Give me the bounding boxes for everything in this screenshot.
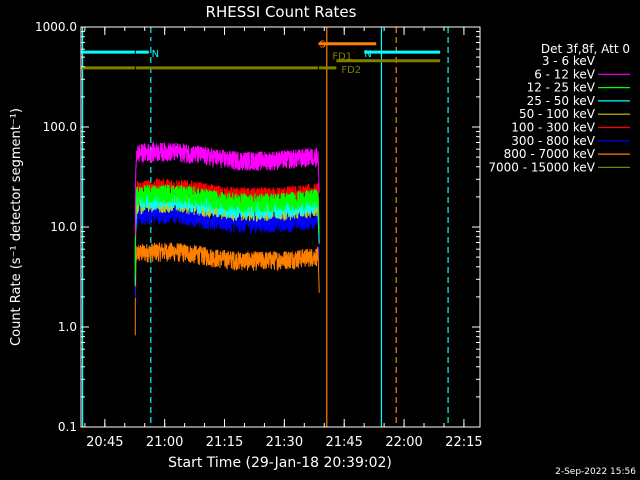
series-line-7	[134, 242, 320, 336]
attenuator-annotations: N N S FD1 FD2	[81, 40, 441, 76]
y-tick-label: 0.1	[58, 420, 77, 434]
x-tick-label: 21:30	[266, 435, 303, 450]
legend-entry-label: 50 - 100 keV	[519, 107, 596, 121]
chart-title: RHESSI Count Rates	[206, 3, 357, 21]
legend-entry-label: 3 - 6 keV	[542, 54, 596, 68]
y-tick-label: 100.0	[43, 120, 77, 134]
x-tick-label: 20:45	[86, 435, 123, 450]
x-axis-label: Start Time (29-Jan-18 20:39:02)	[168, 455, 392, 471]
annotation-label: FD1	[332, 52, 352, 63]
vertical-marker-lines	[81, 27, 449, 427]
annotation-label: FD2	[341, 65, 361, 76]
annotation-label: S	[319, 40, 325, 51]
legend-entry-label: 12 - 25 keV	[527, 81, 596, 95]
legend-entry-label: 100 - 300 keV	[511, 121, 595, 135]
x-tick-label: 22:00	[385, 435, 422, 450]
x-tick-label: 21:15	[206, 435, 243, 450]
footer-date: 2-Sep-2022 15:56	[555, 467, 636, 477]
x-tick-label: 21:00	[146, 435, 183, 450]
legend-entry-label: 800 - 7000 keV	[504, 147, 596, 161]
y-tick-label: 1000.0	[35, 20, 77, 34]
legend-title: Det 3f,8f, Att 0	[541, 42, 630, 56]
series-line-0	[134, 39, 320, 128]
x-tick-label: 22:15	[445, 435, 482, 450]
series-line-1	[134, 141, 320, 236]
legend-entry-label: 7000 - 15000 keV	[488, 160, 595, 174]
y-axis-label: Count Rate (s⁻¹ detector segment⁻¹)	[9, 108, 24, 346]
series-line-2	[134, 184, 320, 278]
x-axis-ticks: 20:45 21:00 21:15 21:30 21:45 22:00 22:15	[84, 27, 483, 450]
annotation-label: N	[364, 49, 371, 60]
y-tick-label: 10.0	[50, 220, 77, 234]
legend-entry-label: 300 - 800 keV	[511, 134, 595, 148]
legend-entry-label: 25 - 50 keV	[527, 94, 596, 108]
annotation-label: N	[152, 49, 159, 60]
y-tick-label: 1.0	[58, 320, 77, 334]
x-tick-label: 21:45	[325, 435, 362, 450]
legend-entry-label: 6 - 12 keV	[534, 67, 596, 81]
series-group	[134, 39, 320, 336]
